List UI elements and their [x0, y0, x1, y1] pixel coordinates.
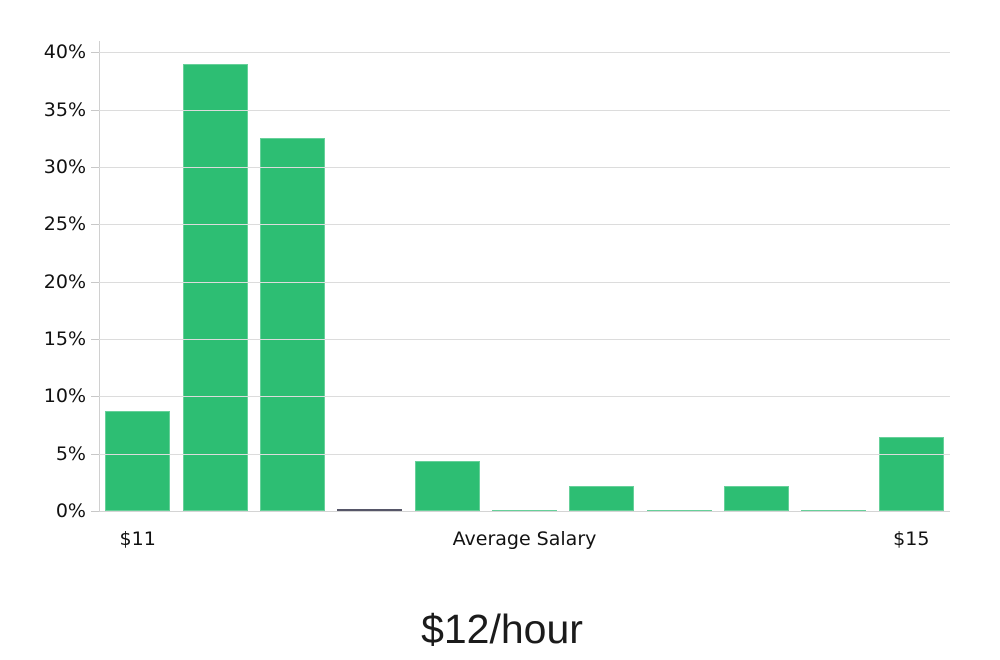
bar	[569, 485, 635, 511]
bar	[646, 509, 712, 511]
x-tick-label: $11	[119, 528, 156, 550]
y-tick-label: 25%	[43, 213, 86, 236]
y-tick-mark	[91, 52, 99, 54]
chart-title: $12/hour	[421, 606, 583, 652]
bar	[337, 509, 403, 511]
gridline-10	[99, 396, 950, 398]
y-tick-mark	[91, 167, 99, 169]
bar	[724, 485, 790, 511]
y-tick-mark	[91, 511, 99, 512]
y-tick-mark	[91, 281, 99, 283]
gridline-25	[99, 224, 950, 226]
y-tick-label: 5%	[55, 442, 86, 465]
y-tick-mark	[91, 453, 99, 455]
x-tick-label: $15	[893, 528, 930, 550]
x-tick-label: Average Salary	[452, 528, 597, 550]
y-tick-label: 35%	[43, 98, 86, 121]
y-tick-label: 0%	[55, 500, 86, 522]
bar	[801, 509, 867, 511]
x-axis-baseline	[99, 511, 950, 512]
gridline-20	[99, 281, 950, 283]
y-tick-label: 20%	[43, 270, 86, 293]
y-tick-mark	[91, 396, 99, 398]
y-tick-mark	[91, 109, 99, 111]
y-tick-mark	[91, 339, 99, 341]
gridline-5	[99, 453, 950, 455]
y-tick-label: 10%	[43, 385, 86, 408]
plot-area	[99, 41, 950, 511]
gridline-35	[99, 109, 950, 111]
gridline-15	[99, 339, 950, 341]
bar	[492, 509, 557, 511]
y-axis-line	[99, 41, 100, 511]
bar	[105, 411, 171, 511]
y-tick-label: 15%	[43, 328, 86, 351]
gridline-30	[99, 167, 950, 169]
y-tick-mark	[91, 224, 99, 226]
y-tick-label: 30%	[43, 156, 86, 179]
bar	[259, 138, 325, 511]
bar	[182, 63, 248, 511]
gridline-40	[99, 52, 950, 54]
bar	[414, 461, 480, 511]
y-tick-label: 40%	[43, 41, 86, 64]
bar	[878, 436, 944, 511]
